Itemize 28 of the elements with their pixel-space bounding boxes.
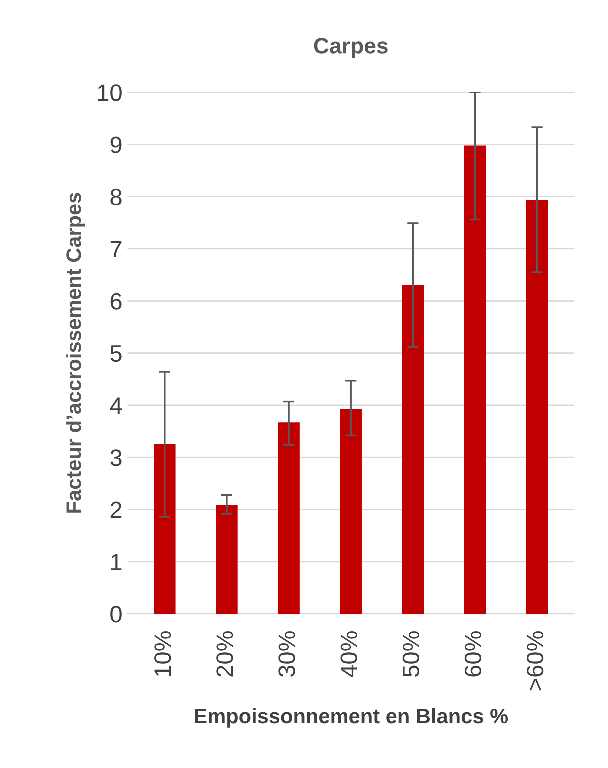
y-tick-label: 8 [110, 188, 122, 206]
y-tick-label: 1 [111, 554, 122, 570]
x-tick-label: 20% [216, 632, 234, 677]
x-tick-label: >60% [526, 632, 544, 691]
bar [340, 409, 362, 614]
x-tick-label: 40% [340, 632, 358, 678]
y-tick-label: 0 [110, 606, 122, 623]
y-tick-label: 5 [110, 346, 122, 362]
bar [216, 505, 238, 614]
y-tick-label: 9 [110, 136, 122, 154]
x-tick-label: 30% [278, 632, 296, 678]
x-tick-label: 10% [154, 632, 172, 676]
bar [464, 146, 486, 614]
y-axis-title: Facteur d’accroissement Carpes [66, 193, 86, 513]
bar [402, 285, 424, 614]
y-tick-label: 10 [98, 84, 122, 102]
y-tick-label: 6 [110, 293, 122, 310]
bar [526, 200, 548, 614]
x-tick-label: 60% [464, 632, 482, 677]
y-tick-label: 2 [110, 502, 122, 518]
x-tick-label: 50% [402, 632, 420, 677]
bar [154, 444, 176, 614]
bar [278, 422, 300, 614]
y-tick-label: 3 [110, 450, 122, 466]
y-tick-label: 4 [110, 398, 122, 414]
chart-title: Carpes [314, 38, 388, 58]
x-axis-title: Empoissonnement en Blancs % [195, 708, 508, 728]
y-tick-label: 7 [110, 241, 122, 258]
